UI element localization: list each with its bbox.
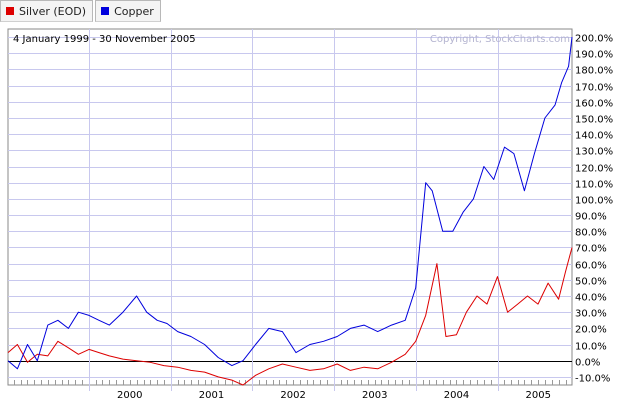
x-tick-label: 2001 [199,390,224,401]
y-tick-label: 130.0% [575,147,613,158]
y-tick-label: 140.0% [575,131,613,142]
y-tick-label: 30.0% [575,309,607,320]
x-tick-label: 2002 [280,390,305,401]
silver-series-line [7,247,573,386]
copper-swatch-icon [101,7,110,15]
y-tick-label: 180.0% [575,66,613,77]
y-tick-label: 70.0% [575,244,607,255]
legend-tab-copper[interactable]: Copper [95,0,161,22]
y-tick-label: 110.0% [575,180,613,191]
y-tick-label: 60.0% [575,261,607,272]
y-tick-label: 200.0% [575,34,613,45]
legend-label-copper: Copper [114,4,154,18]
x-tick-label: 2000 [117,390,142,401]
y-tick-label: 40.0% [575,293,607,304]
series-layer [7,37,573,386]
x-tick-label: 2003 [362,390,387,401]
legend-tab-silver[interactable]: Silver (EOD) [0,0,94,22]
y-tick-label: 90.0% [575,212,607,223]
silver-swatch-icon [6,7,14,15]
y-tick-label: 80.0% [575,228,607,239]
y-tick-label: 160.0% [575,99,613,110]
y-tick-label: 150.0% [575,115,613,126]
copper-series-line [7,37,573,370]
y-tick-label: -10.0% [575,374,610,385]
performance-chart: -10.0% 0.0% 10.0% 20.0% 30.0% 40.0% 50.0% 60.0%… [7,28,613,401]
legend-label-silver: Silver (EOD) [19,4,87,18]
y-tick-label: 0.0% [575,358,600,369]
date-range-label: 4 January 1999 - 30 November 2005 [13,34,196,45]
watermark: Copyright, StockCharts.com [430,34,570,45]
y-tick-label: 20.0% [575,325,607,336]
y-tick-label: 170.0% [575,83,613,94]
x-ticks [14,29,567,391]
legend-tabs: Silver (EOD) Copper [0,0,163,22]
y-tick-label: 190.0% [575,50,613,61]
x-tick-label: 2005 [526,390,551,401]
x-tick-label: 2004 [444,390,469,401]
y-tick-label: 100.0% [575,196,613,207]
x-tick-labels: 2000 2001 2002 2003 2004 2005 [117,390,551,401]
y-tick-labels: -10.0% 0.0% 10.0% 20.0% 30.0% 40.0% 50.0% 60.0%… [575,34,613,385]
y-tick-label: 10.0% [575,342,607,353]
y-tick-label: 120.0% [575,164,613,175]
plot-area [7,28,573,386]
y-tick-label: 50.0% [575,277,607,288]
